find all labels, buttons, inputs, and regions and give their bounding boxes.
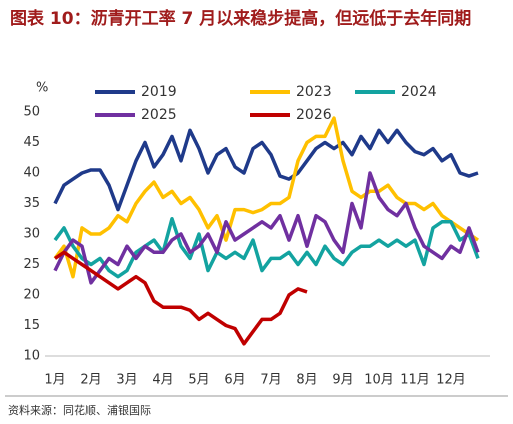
x-tick-label: 6月 — [224, 373, 245, 388]
y-tick-label: 25 — [23, 257, 40, 272]
legend-label: 2019 — [141, 84, 177, 100]
x-tick-label: 12月 — [436, 373, 466, 388]
legend-label: 2024 — [401, 84, 437, 100]
x-tick-label: 4月 — [152, 373, 173, 388]
x-tick-label: 7月 — [260, 373, 281, 388]
x-tick-label: 2月 — [80, 373, 101, 388]
y-tick-label: 15 — [23, 318, 40, 333]
y-tick-label: 40 — [23, 166, 40, 181]
y-tick-label: 45 — [23, 135, 40, 150]
y-tick-label: 10 — [23, 349, 40, 364]
y-tick-label: 30 — [23, 227, 40, 242]
y-axis-label: % — [36, 81, 48, 96]
series-line — [54, 250, 308, 346]
y-tick-label: 20 — [23, 288, 40, 303]
x-tick-label: 11月 — [400, 373, 430, 388]
legend-label: 2025 — [141, 107, 177, 123]
x-tick-label: 8月 — [296, 373, 317, 388]
x-tick-label: 9月 — [332, 373, 353, 388]
x-tick-label: 10月 — [364, 373, 394, 388]
x-tick-label: 3月 — [116, 373, 137, 388]
series-line — [53, 217, 480, 279]
y-tick-label: 50 — [23, 105, 40, 120]
chart-title: 图表 10：沥青开工率 7 月以来稳步提高，但远低于去年同期 — [10, 9, 472, 29]
source: 资料来源：同花顺、浦银国际 — [8, 403, 151, 417]
y-tick-label: 35 — [23, 196, 40, 211]
legend-label: 2026 — [296, 107, 332, 123]
series-line — [53, 171, 480, 285]
x-tick-label: 1月 — [44, 373, 65, 388]
series-line — [53, 128, 479, 212]
series-line — [53, 116, 479, 279]
x-tick-label: 5月 — [188, 373, 209, 388]
legend-label: 2023 — [296, 84, 332, 100]
